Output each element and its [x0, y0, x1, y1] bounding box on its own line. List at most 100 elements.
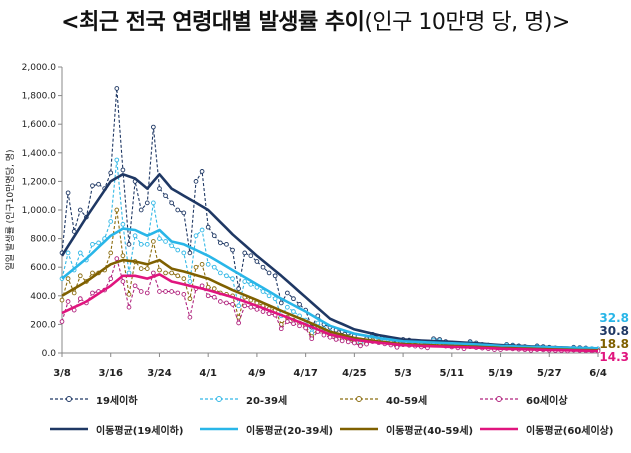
y-tick-label: 2,000.0: [22, 63, 57, 73]
daily-point: [236, 303, 241, 309]
daily-point: [260, 264, 266, 270]
daily-series-line: [61, 159, 599, 350]
daily-point: [163, 193, 168, 199]
daily-point: [181, 210, 187, 216]
daily-point: [236, 314, 241, 320]
daily-point: [236, 286, 241, 291]
daily-point: [211, 294, 217, 300]
daily-point: [193, 233, 199, 239]
x-tick-label: 6/4: [589, 368, 607, 379]
daily-point: [144, 266, 150, 271]
legend-item: 40-59세: [338, 388, 427, 410]
daily-point: [218, 299, 223, 304]
moving-average-line: [60, 173, 599, 350]
daily-point: [339, 338, 345, 344]
daily-point: [157, 186, 162, 191]
daily-point: [77, 273, 83, 279]
x-tick-label: 4/17: [293, 368, 318, 379]
daily-point: [181, 292, 187, 297]
x-tick-label: 5/19: [488, 368, 513, 379]
daily-point: [254, 307, 260, 312]
daily-point: [394, 344, 400, 350]
daily-point: [181, 250, 187, 256]
daily-point: [205, 224, 211, 230]
daily-point: [151, 270, 156, 276]
daily-point: [126, 270, 132, 276]
x-tick-label: 5/27: [537, 368, 562, 379]
daily-point: [242, 279, 248, 284]
daily-point: [199, 227, 205, 233]
daily-point: [345, 339, 351, 345]
daily-point: [90, 290, 95, 296]
legend-swatch: [50, 427, 88, 431]
y-tick-label: 1,800.0: [22, 92, 57, 102]
legend-swatch: [200, 427, 238, 431]
daily-series-line: [61, 88, 599, 350]
daily-point: [144, 290, 150, 296]
x-tick-label: 3/16: [98, 368, 123, 379]
daily-point: [114, 207, 120, 213]
daily-point: [266, 293, 272, 299]
daily-point: [224, 273, 229, 279]
daily-point: [175, 207, 181, 213]
daily-point: [65, 299, 71, 304]
y-axis-label: 일일 발생률 (인구10만명당, 명): [5, 150, 16, 271]
daily-point: [157, 267, 162, 273]
daily-point: [230, 247, 235, 253]
daily-point: [193, 264, 199, 270]
x-tick-label: 4/25: [342, 368, 367, 379]
daily-point: [187, 250, 193, 256]
legend-label: 이동평균(20-39세): [246, 425, 334, 437]
end-value-label: 30.8: [599, 324, 629, 338]
y-tick-label: 1,000.0: [22, 206, 57, 216]
daily-point: [254, 259, 260, 264]
daily-point: [248, 253, 254, 259]
daily-point: [126, 292, 132, 297]
legend-item: 이동평균(20-39세): [198, 418, 333, 440]
end-value-label: 18.8: [599, 337, 629, 351]
daily-point: [297, 302, 302, 307]
daily-point: [163, 239, 168, 244]
end-labels: 32.830.818.814.3: [599, 311, 629, 364]
daily-point: [59, 319, 65, 324]
y-axis: 0.0 200.0 400.0 600.0 800.0 1,000.0 1,200.0 1,4…: [22, 63, 63, 359]
daily-series: [59, 86, 601, 354]
daily-point: [297, 323, 302, 329]
daily-point: [90, 183, 95, 189]
daily-point: [187, 279, 193, 284]
daily-point: [333, 337, 339, 342]
daily-point: [108, 276, 114, 281]
daily-point: [291, 296, 296, 302]
daily-point: [175, 290, 181, 296]
legend-swatch: [480, 427, 518, 431]
chart-title: <최근 전국 연령대별 발생률 추이(인구 10만명 당, 명)>: [0, 4, 631, 36]
daily-point: [211, 286, 217, 291]
daily-point: [77, 207, 83, 213]
legend-item: 이동평균(40-59세): [338, 418, 473, 440]
y-tick-label: 400.0: [30, 292, 56, 302]
daily-series-line: [61, 209, 599, 351]
daily-point: [144, 241, 150, 247]
daily-point: [114, 86, 120, 91]
daily-point: [242, 250, 248, 256]
daily-point: [114, 256, 120, 261]
y-tick-label: 800.0: [30, 235, 56, 245]
daily-point: [352, 340, 357, 346]
x-tick-label: 3/8: [53, 368, 71, 379]
daily-point: [169, 270, 174, 276]
daily-point: [132, 233, 138, 239]
chart-plot: 0.0 200.0 400.0 600.0 800.0 1,000.0 1,200.0 1,4…: [5, 63, 629, 379]
legend-marker: [496, 396, 502, 402]
daily-point: [90, 241, 95, 247]
legend-label: 40-59세: [386, 395, 428, 407]
daily-point: [303, 325, 308, 331]
moving-average-line: [61, 227, 599, 350]
daily-point: [230, 302, 235, 307]
daily-point: [96, 181, 101, 187]
daily-point: [236, 320, 241, 326]
daily-point: [157, 289, 162, 294]
daily-point: [260, 289, 266, 294]
daily-point: [175, 247, 181, 253]
chart-title-main: <최근 전국 연령대별 발생률 추이: [61, 10, 365, 35]
daily-point: [309, 336, 315, 342]
